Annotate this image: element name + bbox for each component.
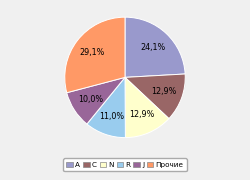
Legend: A, C, N, R, J, Прочие: A, C, N, R, J, Прочие [63, 158, 187, 171]
Wedge shape [125, 17, 185, 77]
Text: 10,0%: 10,0% [78, 95, 103, 104]
Wedge shape [125, 77, 169, 138]
Ellipse shape [65, 59, 185, 98]
Wedge shape [65, 17, 125, 93]
Ellipse shape [65, 62, 185, 101]
Ellipse shape [65, 67, 185, 106]
Wedge shape [67, 77, 125, 124]
Ellipse shape [65, 64, 185, 103]
Ellipse shape [65, 61, 185, 100]
Text: 11,0%: 11,0% [99, 112, 124, 121]
Text: 29,1%: 29,1% [80, 48, 105, 57]
Text: 12,9%: 12,9% [151, 87, 176, 96]
Ellipse shape [65, 60, 185, 99]
Ellipse shape [65, 66, 185, 105]
Text: 12,9%: 12,9% [129, 110, 154, 119]
Wedge shape [125, 74, 185, 119]
Ellipse shape [65, 63, 185, 102]
Ellipse shape [65, 58, 185, 97]
Text: 24,1%: 24,1% [140, 43, 166, 52]
Wedge shape [87, 77, 126, 138]
Ellipse shape [65, 65, 185, 104]
